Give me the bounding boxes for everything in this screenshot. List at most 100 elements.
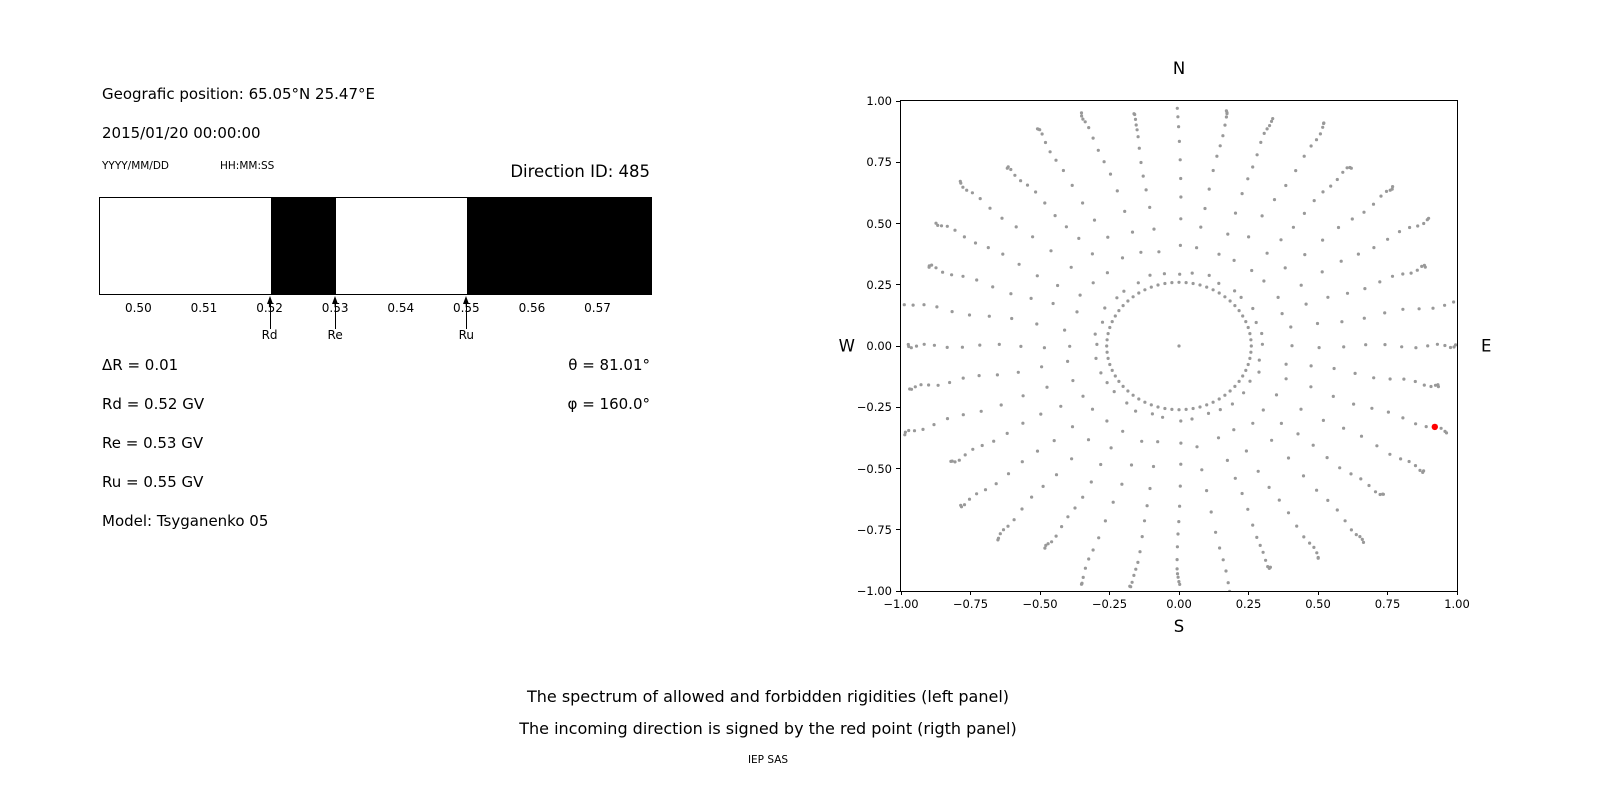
- compass-label-east: E: [1481, 336, 1492, 356]
- gray-dot: [1315, 321, 1320, 326]
- gray-dot: [941, 270, 945, 274]
- gray-dot: [1315, 551, 1319, 555]
- gray-dot: [1105, 344, 1109, 348]
- gray-dot: [1138, 550, 1142, 554]
- gray-dot: [1134, 123, 1138, 127]
- gray-dot: [961, 376, 965, 380]
- gray-dot: [1271, 117, 1275, 121]
- gray-dot: [1137, 291, 1141, 295]
- gray-dot: [1436, 385, 1440, 389]
- gray-dot: [1314, 138, 1319, 142]
- polar-x-tick-mark: [1456, 591, 1458, 595]
- gray-dot: [1030, 495, 1034, 499]
- polar-x-tick-mark: [970, 591, 971, 595]
- gray-dot: [1249, 338, 1253, 342]
- gray-dot: [1175, 545, 1179, 549]
- gray-dot: [1217, 281, 1221, 285]
- gray-dot: [1000, 216, 1004, 220]
- gray-dot: [1342, 426, 1346, 430]
- gray-dot: [1103, 306, 1107, 310]
- gray-dot: [1001, 528, 1006, 532]
- gray-dot: [1254, 320, 1258, 325]
- gray-dot: [1190, 271, 1194, 275]
- polar-x-tick-mark: [1248, 591, 1249, 595]
- gray-dot: [1381, 492, 1385, 496]
- gray-dot: [1149, 285, 1153, 289]
- gray-dot: [1420, 264, 1424, 268]
- gray-dot: [1452, 300, 1456, 304]
- gray-dot: [913, 385, 917, 389]
- polar-x-tick-label: −1.00: [883, 597, 919, 611]
- gray-dot: [1134, 567, 1138, 571]
- polar-y-tick-label: 0.75: [866, 155, 892, 170]
- gray-dot: [1320, 270, 1324, 274]
- gray-dot: [1095, 342, 1099, 346]
- gray-dot: [921, 427, 925, 431]
- gray-dot: [1105, 419, 1109, 423]
- gray-dot: [1241, 374, 1245, 378]
- gray-dot: [1233, 476, 1237, 480]
- gray-dot: [1246, 362, 1250, 367]
- gray-dot: [1178, 243, 1182, 247]
- gray-dot: [945, 345, 949, 349]
- gray-dot: [1130, 230, 1135, 234]
- gray-dot: [977, 374, 981, 378]
- gray-dot: [949, 459, 953, 463]
- gray-dot: [1178, 484, 1182, 488]
- gray-dot: [1274, 393, 1279, 397]
- gray-dot: [1426, 344, 1430, 348]
- gray-dot: [1391, 185, 1395, 189]
- polar-y-tick-mark: [896, 468, 900, 469]
- gray-dot: [1321, 238, 1325, 242]
- gray-dot: [1279, 421, 1283, 425]
- gray-dot: [1339, 259, 1343, 263]
- gray-dot: [1203, 206, 1207, 211]
- gray-dot: [1136, 560, 1140, 564]
- gray-dot: [1401, 307, 1405, 311]
- gray-dot: [1108, 172, 1113, 176]
- gray-dot: [1075, 310, 1079, 314]
- gray-dot: [1191, 281, 1195, 286]
- marker-arrow-line: [466, 303, 468, 329]
- gray-dot: [1100, 320, 1105, 324]
- gray-dot: [939, 224, 944, 228]
- gray-dot: [927, 265, 931, 269]
- gray-dot: [945, 417, 950, 421]
- gray-dot: [1177, 408, 1181, 412]
- gray-dot: [1054, 534, 1058, 538]
- gray-dot: [1232, 428, 1236, 432]
- gray-dot: [1414, 422, 1418, 426]
- gray-dot: [1336, 225, 1341, 230]
- gray-dot: [1179, 217, 1183, 221]
- gray-dot: [907, 428, 911, 433]
- gray-dot: [1029, 296, 1033, 300]
- gray-dot: [961, 274, 965, 278]
- spectrum-x-tick-label: 0.54: [387, 301, 415, 315]
- gray-dot: [1031, 235, 1035, 239]
- polar-y-tick-label: −0.75: [856, 522, 892, 537]
- gray-dot: [1237, 379, 1241, 383]
- gray-dot: [1099, 462, 1103, 467]
- gray-dot: [1260, 214, 1264, 218]
- gray-dot: [1176, 575, 1180, 579]
- gray-dot: [911, 303, 915, 307]
- gray-dot: [1386, 410, 1390, 414]
- gray-dot: [1106, 235, 1110, 239]
- gray-dot: [1329, 184, 1333, 188]
- gray-dot: [912, 429, 917, 433]
- gray-dot: [1079, 111, 1084, 115]
- gray-dot: [1276, 295, 1280, 299]
- gray-dot: [1045, 385, 1049, 389]
- gray-dot: [1140, 535, 1144, 539]
- gray-dot: [1060, 525, 1064, 529]
- gray-dot: [1141, 174, 1145, 178]
- gray-dot: [1424, 425, 1428, 429]
- gray-dot: [1120, 256, 1125, 260]
- gray-dot: [1216, 436, 1221, 440]
- gray-dot: [1414, 346, 1418, 350]
- gray-dot: [1262, 131, 1266, 135]
- gray-dot: [1156, 283, 1160, 287]
- gray-dot: [1046, 542, 1050, 546]
- gray-dot: [1429, 384, 1433, 389]
- gray-dot: [1019, 179, 1023, 183]
